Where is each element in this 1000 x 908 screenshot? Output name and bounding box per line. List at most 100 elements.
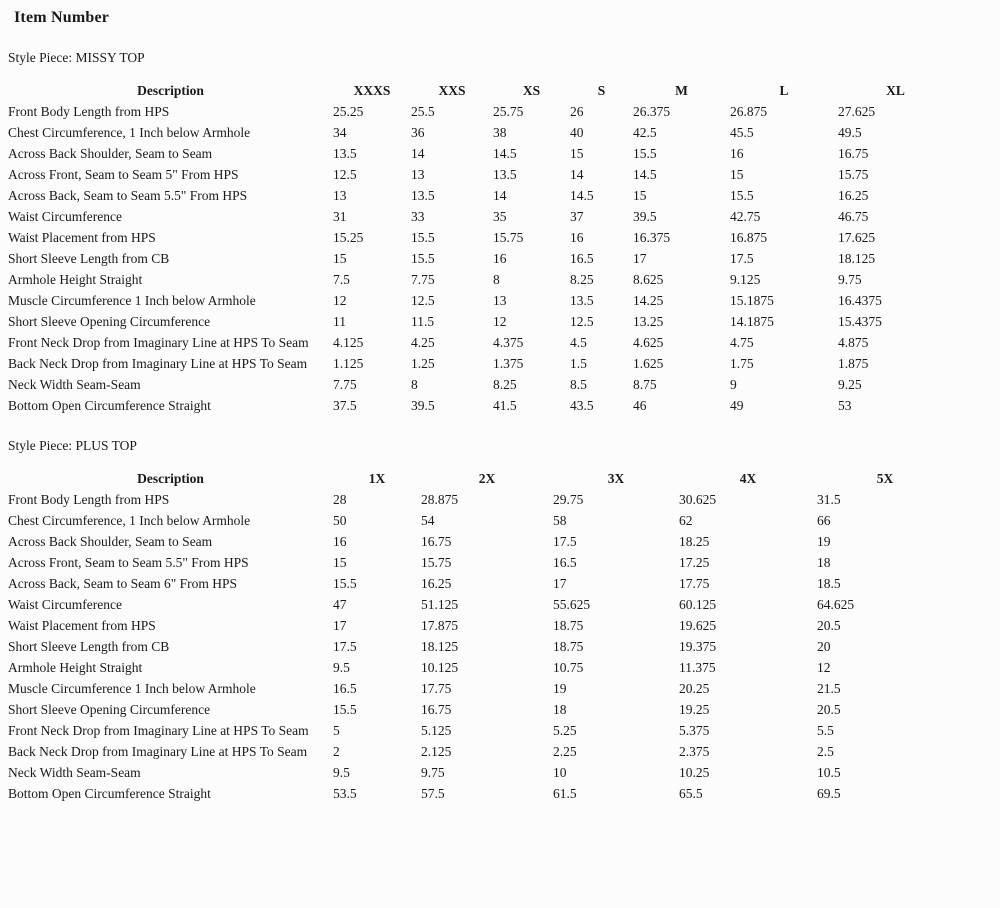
measurement-value: 7.75 <box>333 377 357 392</box>
measurement-value: 17.5 <box>730 251 754 266</box>
measurement-value: 15.5 <box>411 251 435 266</box>
measurement-value: 19.375 <box>679 639 717 654</box>
measurement-value: 15.5 <box>411 230 435 245</box>
table-row: Across Back, Seam to Seam 6" From HPS 15.… <box>8 573 953 594</box>
measurement-value: 12.5 <box>411 293 435 308</box>
table-row: Waist Placement from HPS 15.25 15.5 15.75 16… <box>8 227 953 248</box>
measurement-value: 17.5 <box>553 534 577 549</box>
measurement-value: 4.625 <box>633 335 664 350</box>
measurement-value: 12.5 <box>570 314 594 329</box>
measurement-value: 15 <box>333 251 347 266</box>
measurement-value: 60.125 <box>679 597 717 612</box>
table-row: Armhole Height Straight 9.5 10.125 10.75 11.… <box>8 657 953 678</box>
measurement-value: 15.5 <box>333 702 357 717</box>
measurement-value: 16.875 <box>730 230 768 245</box>
table-row: Bottom Open Circumference Straight 53.5 57… <box>8 783 953 804</box>
measurement-value: 20.5 <box>817 618 841 633</box>
measurement-value: 58 <box>553 513 567 528</box>
measurement-value: 9.5 <box>333 765 350 780</box>
measurement-value: 64.625 <box>817 597 855 612</box>
measurement-description: Short Sleeve Opening Circumference <box>8 314 211 329</box>
measurement-value: 17.875 <box>421 618 459 633</box>
measurement-value: 15.5 <box>633 146 657 161</box>
table-row: Short Sleeve Length from CB 15 15.5 16 16.5 1… <box>8 248 953 269</box>
measurement-description: Back Neck Drop from Imaginary Line at HP… <box>8 356 308 371</box>
measurement-value: 15.5 <box>333 576 357 591</box>
measurement-value: 13.25 <box>633 314 664 329</box>
measurement-value: 9.5 <box>333 660 350 675</box>
table-row: Chest Circumference, 1 Inch below Armhol… <box>8 510 953 531</box>
measurement-value: 15 <box>570 146 584 161</box>
table-row: Across Front, Seam to Seam 5" From HPS 12… <box>8 164 953 185</box>
measurement-value: 8.75 <box>633 377 657 392</box>
measurement-description: Waist Circumference <box>8 597 122 612</box>
measurement-value: 20.25 <box>679 681 710 696</box>
measurement-value: 2.5 <box>817 744 834 759</box>
measurement-value: 14.5 <box>633 167 657 182</box>
measurement-value: 15.75 <box>421 555 452 570</box>
measurement-value: 34 <box>333 125 347 140</box>
measurement-value: 42.75 <box>730 209 761 224</box>
measurement-value: 12 <box>493 314 507 329</box>
measurement-value: 19.25 <box>679 702 710 717</box>
measurement-value: 4.875 <box>838 335 869 350</box>
measurement-value: 69.5 <box>817 786 841 801</box>
measurement-description: Front Neck Drop from Imaginary Line at H… <box>8 723 309 738</box>
measurement-description: Front Neck Drop from Imaginary Line at H… <box>8 335 309 350</box>
measurement-value: 12.5 <box>333 167 357 182</box>
measurement-description: Back Neck Drop from Imaginary Line at HP… <box>8 744 308 759</box>
table-row: Across Back Shoulder, Seam to Seam 16 16.7… <box>8 531 953 552</box>
measurement-value: 9.25 <box>838 377 862 392</box>
measurement-value: 49 <box>730 398 744 413</box>
column-header-size: XS <box>522 83 541 98</box>
measurement-value: 40 <box>570 125 584 140</box>
measurement-value: 16.5 <box>570 251 594 266</box>
column-header-size: XXXS <box>353 83 391 98</box>
measurement-value: 38 <box>493 125 507 140</box>
measurement-value: 18.25 <box>679 534 710 549</box>
measurement-value: 15.1875 <box>730 293 774 308</box>
header-row: Description XXXS XXS XS S M L XL <box>8 80 953 101</box>
measurement-value: 65.5 <box>679 786 703 801</box>
measurement-value: 57.5 <box>421 786 445 801</box>
measurement-value: 13.5 <box>570 293 594 308</box>
measurement-value: 18 <box>553 702 567 717</box>
table-row: Neck Width Seam-Seam 9.5 9.75 10 10.25 10.5 <box>8 762 953 783</box>
measurement-description: Across Front, Seam to Seam 5.5" From HPS <box>8 555 249 570</box>
measurement-description: Across Back, Seam to Seam 6" From HPS <box>8 576 237 591</box>
measurement-value: 46.75 <box>838 209 869 224</box>
measurement-value: 16.375 <box>633 230 671 245</box>
measurement-value: 10.25 <box>679 765 710 780</box>
measurement-value: 9.75 <box>421 765 445 780</box>
measurement-description: Armhole Height Straight <box>8 272 143 287</box>
table-row: Front Body Length from HPS 25.25 25.5 25.75… <box>8 101 953 122</box>
measurement-value: 31 <box>333 209 347 224</box>
measurement-value: 9.125 <box>730 272 761 287</box>
measurement-value: 18.125 <box>421 639 459 654</box>
measurement-value: 16.5 <box>553 555 577 570</box>
measurement-value: 9 <box>730 377 737 392</box>
measurement-description: Waist Circumference <box>8 209 122 224</box>
measurement-description: Across Back Shoulder, Seam to Seam <box>8 534 213 549</box>
measurement-value: 29.75 <box>553 492 584 507</box>
measurement-value: 9.75 <box>838 272 862 287</box>
measurement-value: 35 <box>493 209 507 224</box>
measurement-value: 1.5 <box>570 356 587 371</box>
header-row: Description 1X 2X 3X 4X 5X <box>8 468 953 489</box>
measurement-value: 53.5 <box>333 786 357 801</box>
table-row: Front Body Length from HPS 28 28.875 29.75 3… <box>8 489 953 510</box>
measurement-value: 20 <box>817 639 831 654</box>
measurement-value: 7.5 <box>333 272 350 287</box>
measurement-value: 16 <box>493 251 507 266</box>
measurement-value: 17.25 <box>679 555 710 570</box>
measurement-value: 51.125 <box>421 597 459 612</box>
measurement-value: 10.75 <box>553 660 584 675</box>
table-row: Back Neck Drop from Imaginary Line at HP… <box>8 741 953 762</box>
table-row: Front Neck Drop from Imaginary Line at H… <box>8 332 953 353</box>
measurement-value: 16 <box>730 146 744 161</box>
column-header-size: 5X <box>876 471 894 486</box>
measurement-value: 5.25 <box>553 723 577 738</box>
measurement-description: Waist Placement from HPS <box>8 230 156 245</box>
measurement-value: 53 <box>838 398 852 413</box>
